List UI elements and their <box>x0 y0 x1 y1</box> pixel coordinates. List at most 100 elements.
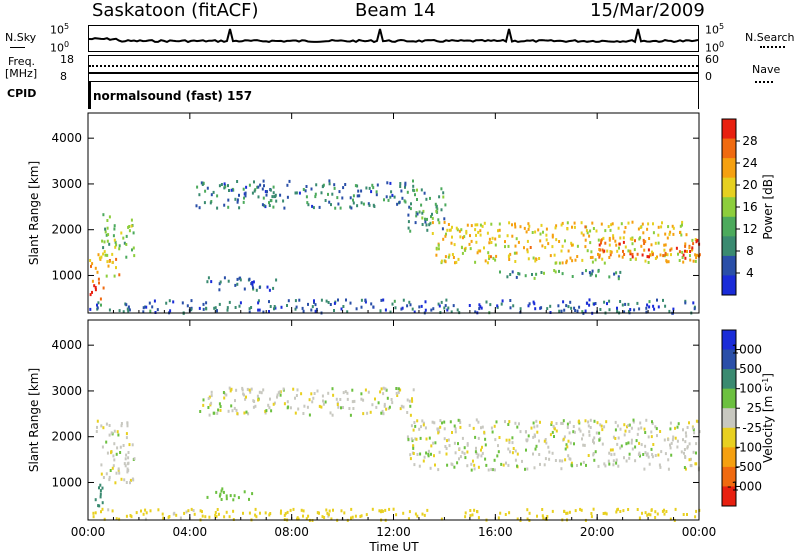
velocity-cell <box>353 399 356 403</box>
power-cell <box>275 199 278 203</box>
power-cell <box>328 200 331 204</box>
velocity-cell <box>252 399 255 403</box>
velocity-cell <box>635 439 638 443</box>
power-cell <box>477 230 480 234</box>
power-cell <box>252 286 254 290</box>
power-cell <box>440 300 443 304</box>
power-cell <box>672 226 675 230</box>
power-cell <box>598 248 601 251</box>
velocity-cell <box>483 430 486 434</box>
power-cell <box>468 304 471 307</box>
power-cell <box>126 307 129 311</box>
velocity-cell <box>549 433 552 437</box>
power-cell <box>393 195 396 199</box>
power-cell <box>379 309 382 313</box>
velocity-cell <box>512 447 515 450</box>
power-cell <box>365 186 368 190</box>
velocity-cell <box>418 427 421 431</box>
velocity-cell <box>117 433 120 437</box>
power-cell <box>648 237 651 240</box>
velocity-cell <box>568 510 571 514</box>
colorbar-segment <box>722 255 736 276</box>
power-cell <box>145 305 148 309</box>
velocity-cell <box>323 516 326 519</box>
power-cell <box>435 209 438 213</box>
velocity-cell <box>426 508 429 512</box>
power-cell <box>614 239 617 243</box>
power-cell <box>357 189 360 193</box>
power-cell <box>429 196 431 200</box>
power-cell <box>98 281 100 285</box>
power-cell <box>656 298 658 302</box>
power-cell <box>432 307 435 311</box>
power-cell <box>403 199 406 203</box>
velocity-cell <box>406 398 409 402</box>
power-cell <box>318 205 321 209</box>
power-cell <box>611 222 614 226</box>
power-cell <box>118 273 121 277</box>
power-cell <box>268 204 271 207</box>
velocity-cell <box>648 462 651 466</box>
velocity-cell <box>354 514 357 518</box>
power-cell <box>391 193 394 197</box>
velocity-cell <box>612 463 615 467</box>
velocity-cell <box>572 425 575 428</box>
power-cell <box>668 232 671 236</box>
velocity-cell <box>144 517 147 521</box>
velocity-cell <box>543 439 546 443</box>
power-cell <box>128 308 131 312</box>
power-cell <box>597 238 600 242</box>
power-cell <box>486 261 489 265</box>
power-cell <box>195 204 198 208</box>
velocity-cell <box>548 450 551 454</box>
power-cell <box>662 298 664 302</box>
velocity-cell <box>630 426 633 430</box>
velocity-cell <box>245 395 247 399</box>
power-cell <box>261 187 264 191</box>
power-cell <box>298 298 301 302</box>
power-cell <box>257 195 260 199</box>
power-cell <box>580 231 583 235</box>
velocity-cell <box>225 494 228 498</box>
velocity-cell <box>582 460 585 464</box>
colorbar-tick-label: -25 <box>742 421 762 435</box>
velocity-cell <box>497 516 500 520</box>
power-cell <box>514 260 517 263</box>
power-cell <box>270 199 273 203</box>
power-cell <box>646 227 649 231</box>
power-cell <box>431 212 433 216</box>
velocity-cell <box>246 387 249 391</box>
velocity-cell <box>444 445 447 448</box>
velocity-cell <box>429 466 432 470</box>
power-cell <box>591 221 594 225</box>
velocity-cell <box>409 413 412 417</box>
power-cell <box>584 309 587 313</box>
power-cell <box>689 254 691 258</box>
power-cell <box>450 241 453 245</box>
velocity-cell <box>477 436 480 440</box>
power-cell <box>418 210 421 214</box>
power-cell <box>475 233 477 237</box>
power-cell <box>322 184 324 188</box>
velocity-cell <box>411 397 413 401</box>
power-cell <box>606 302 608 306</box>
power-cell <box>591 255 594 259</box>
power-cell <box>498 228 501 232</box>
power-cell <box>350 206 353 210</box>
velocity-cell <box>560 421 563 425</box>
velocity-cell <box>593 436 596 440</box>
velocity-cell <box>99 492 102 496</box>
velocity-cell <box>225 497 228 501</box>
velocity-cell <box>384 508 387 512</box>
power-cell <box>372 186 375 190</box>
velocity-cell <box>126 424 129 428</box>
power-cell <box>652 222 654 226</box>
velocity-cell <box>614 437 617 440</box>
power-cell <box>236 200 239 204</box>
velocity-cell <box>466 443 469 447</box>
velocity-cell <box>472 459 474 463</box>
y-tick-label: 1000 <box>51 475 82 489</box>
power-cell <box>693 307 696 311</box>
power-cell <box>102 286 105 290</box>
